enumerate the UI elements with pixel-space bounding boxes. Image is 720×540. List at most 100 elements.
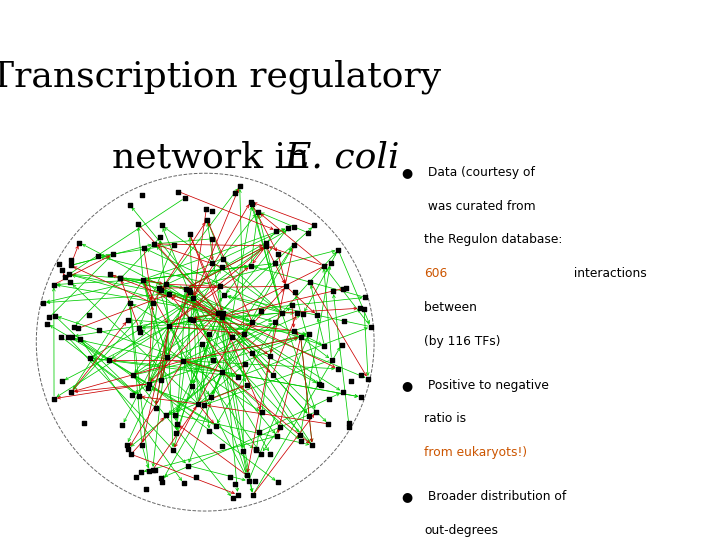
- Point: [163, 321, 175, 330]
- Point: [318, 261, 329, 270]
- Point: [266, 370, 278, 379]
- Point: [286, 301, 297, 310]
- Point: [280, 282, 292, 291]
- Point: [260, 238, 271, 247]
- Point: [355, 304, 366, 313]
- Point: [135, 468, 147, 477]
- Point: [161, 353, 173, 361]
- Point: [127, 371, 138, 380]
- Point: [132, 220, 144, 228]
- Point: [124, 299, 135, 307]
- Point: [73, 238, 85, 247]
- Point: [59, 273, 71, 281]
- Point: [181, 284, 192, 293]
- Point: [238, 329, 250, 338]
- Text: (by 116 TFs): (by 116 TFs): [425, 335, 501, 348]
- Point: [66, 332, 78, 341]
- Point: [122, 315, 134, 324]
- Point: [260, 241, 271, 250]
- Point: [188, 294, 199, 303]
- Point: [192, 400, 204, 408]
- Point: [343, 422, 355, 431]
- Text: ratio is: ratio is: [425, 413, 470, 426]
- Point: [336, 340, 348, 349]
- Point: [143, 467, 155, 475]
- Point: [53, 260, 64, 268]
- Point: [256, 408, 267, 417]
- Point: [238, 447, 249, 455]
- Point: [94, 326, 105, 334]
- Point: [48, 280, 60, 289]
- Point: [66, 388, 77, 396]
- Point: [255, 306, 266, 315]
- Point: [325, 259, 336, 267]
- Point: [240, 359, 251, 368]
- Point: [204, 330, 215, 339]
- Point: [297, 310, 309, 319]
- Text: Transcription regulatory: Transcription regulatory: [0, 59, 441, 94]
- Point: [150, 403, 161, 412]
- Point: [49, 312, 60, 320]
- Point: [250, 477, 261, 485]
- Point: [155, 376, 166, 384]
- Point: [147, 465, 158, 474]
- Point: [217, 263, 228, 272]
- Point: [171, 420, 183, 428]
- Point: [56, 266, 68, 275]
- Point: [84, 354, 96, 362]
- Point: [206, 259, 217, 267]
- Point: [224, 472, 235, 481]
- Point: [232, 490, 243, 499]
- Point: [207, 206, 218, 215]
- Point: [124, 200, 135, 209]
- Point: [355, 370, 366, 379]
- Point: [241, 471, 253, 480]
- Text: Data (courtesy of: Data (courtesy of: [425, 166, 539, 179]
- Point: [288, 241, 300, 249]
- Point: [150, 466, 161, 475]
- Point: [288, 326, 300, 335]
- Point: [282, 224, 294, 232]
- Point: [201, 205, 212, 213]
- Point: [295, 437, 307, 445]
- Point: [160, 411, 171, 420]
- Point: [169, 410, 181, 419]
- Point: [136, 441, 148, 450]
- Point: [233, 373, 244, 381]
- Point: [241, 381, 253, 389]
- Point: [48, 394, 60, 403]
- Point: [178, 356, 189, 365]
- Text: Positive to negative: Positive to negative: [425, 379, 549, 392]
- Point: [295, 333, 307, 341]
- Point: [337, 388, 348, 396]
- Point: [187, 315, 199, 324]
- Point: [274, 423, 286, 432]
- Point: [92, 252, 104, 261]
- Point: [184, 230, 195, 239]
- Point: [305, 278, 316, 286]
- Point: [207, 356, 219, 364]
- Point: [217, 255, 228, 264]
- Point: [37, 299, 49, 307]
- Point: [65, 261, 76, 270]
- Point: [251, 446, 262, 454]
- Point: [216, 442, 228, 450]
- Point: [190, 472, 202, 481]
- Point: [219, 291, 230, 300]
- Point: [202, 215, 213, 224]
- Point: [73, 324, 84, 333]
- Point: [66, 255, 77, 264]
- Point: [307, 441, 318, 450]
- Point: [156, 221, 168, 230]
- Point: [229, 480, 240, 488]
- Point: [199, 401, 210, 409]
- Point: [138, 275, 149, 284]
- Point: [207, 234, 218, 243]
- Text: Broader distribution of: Broader distribution of: [425, 490, 567, 503]
- Point: [153, 284, 164, 293]
- Point: [264, 352, 276, 360]
- Point: [315, 381, 327, 390]
- Point: [156, 474, 167, 482]
- Point: [182, 461, 194, 470]
- Text: was curated from: was curated from: [425, 200, 536, 213]
